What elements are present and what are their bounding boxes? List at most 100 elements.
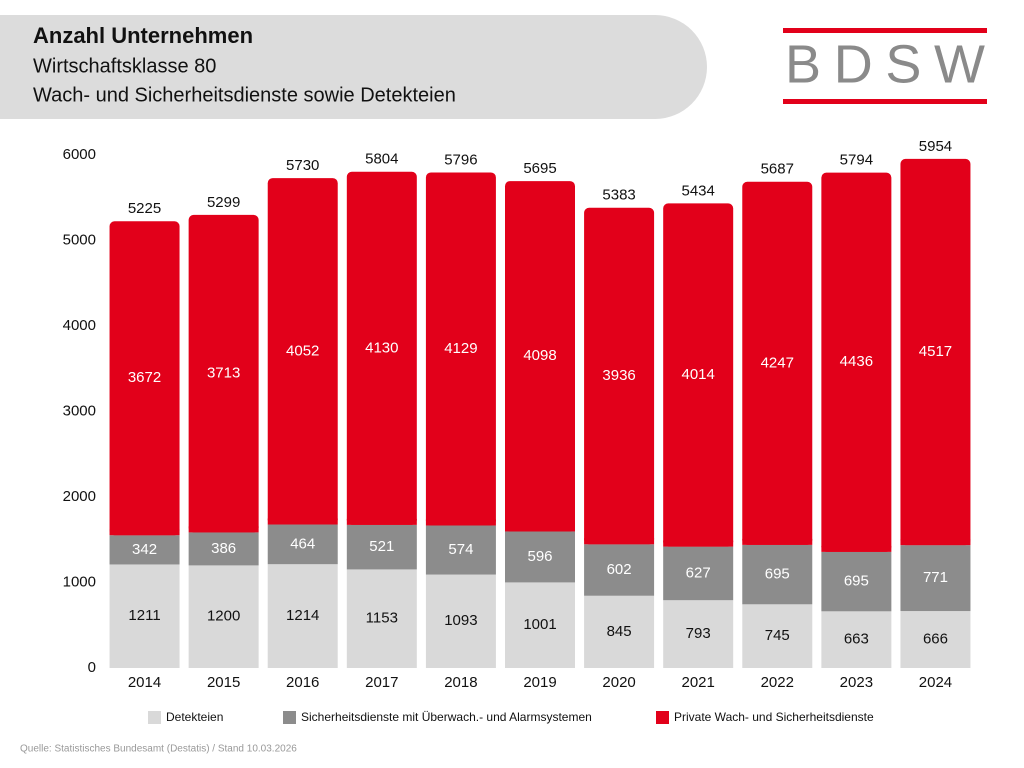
bar-segment xyxy=(505,531,575,583)
total-label: 5687 xyxy=(761,161,794,178)
segment-label: 596 xyxy=(527,548,552,565)
x-tick-label: 2024 xyxy=(919,674,952,691)
bar-segment-corner-fill xyxy=(109,529,180,536)
bar-segment xyxy=(188,565,259,668)
logo-line xyxy=(783,28,987,33)
segment-label: 3713 xyxy=(207,365,240,382)
total-label: 5695 xyxy=(523,160,556,177)
bar-segment xyxy=(663,203,734,547)
bar-segment xyxy=(742,604,813,668)
segment-label: 521 xyxy=(369,538,394,555)
bar-segment xyxy=(900,611,971,668)
segment-label: 464 xyxy=(290,535,315,552)
segment-label: 574 xyxy=(448,541,473,558)
segment-label: 4129 xyxy=(444,340,477,357)
bar-segment-corner-fill xyxy=(742,538,813,545)
total-label: 5796 xyxy=(444,151,477,168)
total-label: 5434 xyxy=(681,182,714,199)
segment-label: 793 xyxy=(686,625,711,642)
segment-label: 1001 xyxy=(523,616,556,633)
bar-segment-corner-fill xyxy=(188,526,259,533)
subtitle: Wach- und Sicherheitsdienste sowie Detek… xyxy=(33,84,456,106)
total-label: 5804 xyxy=(365,151,398,168)
legend-label: Detekteien xyxy=(166,710,223,724)
segment-label: 4436 xyxy=(840,353,873,370)
x-tick-label: 2020 xyxy=(602,674,635,691)
bar-segment-corner-fill xyxy=(584,538,655,545)
subtitle: Wirtschaftsklasse 80 xyxy=(33,55,216,77)
bar-segment xyxy=(584,544,655,596)
bar-segment-corner-fill xyxy=(821,545,892,552)
segment-label: 845 xyxy=(607,623,632,640)
segment-label: 4247 xyxy=(761,354,794,371)
bar-segment-corner-fill xyxy=(425,519,496,526)
bar-segment xyxy=(109,564,180,668)
segment-label: 695 xyxy=(765,566,790,583)
bar-segment xyxy=(663,600,734,668)
total-label: 5794 xyxy=(840,152,873,169)
bar-segment xyxy=(425,525,496,575)
bar-segment xyxy=(821,611,892,668)
bar-segment xyxy=(109,535,180,565)
bar-segment xyxy=(505,181,575,532)
total-label: 5299 xyxy=(207,194,240,211)
x-tick-label: 2021 xyxy=(681,674,714,691)
bar-segment xyxy=(425,574,496,668)
bar-segment xyxy=(584,207,655,545)
total-label: 5383 xyxy=(602,187,635,204)
legend-label: Private Wach- und Sicherheitsdienste xyxy=(674,710,874,724)
bar-segment xyxy=(821,172,892,552)
chart-title: Anzahl Unternehmen xyxy=(33,23,253,48)
x-tick-label: 2014 xyxy=(128,674,161,691)
bar-segment-corner-fill xyxy=(900,539,971,546)
total-label: 5954 xyxy=(919,138,952,155)
segment-label: 602 xyxy=(607,561,632,578)
bar-segment xyxy=(188,532,259,566)
segment-label: 695 xyxy=(844,573,869,590)
bar-segment xyxy=(267,524,338,565)
bar-segment-corner-fill xyxy=(663,540,734,547)
legend-swatch xyxy=(283,711,296,724)
x-tick-label: 2015 xyxy=(207,674,240,691)
bar-segment-corner-fill xyxy=(267,518,338,525)
bar-segment xyxy=(663,546,734,601)
y-tick-label: 6000 xyxy=(63,146,96,163)
segment-label: 3936 xyxy=(602,367,635,384)
segment-label: 771 xyxy=(923,569,948,586)
y-tick-label: 4000 xyxy=(63,317,96,334)
segment-label: 1200 xyxy=(207,608,240,625)
segment-label: 1211 xyxy=(128,607,160,624)
segment-label: 663 xyxy=(844,631,869,648)
x-tick-label: 2023 xyxy=(840,674,873,691)
logo: BDSW xyxy=(785,34,985,94)
bar-segment xyxy=(505,582,575,668)
segment-label: 1214 xyxy=(286,607,319,624)
segment-label: 745 xyxy=(765,627,790,644)
bar-segment xyxy=(188,214,259,533)
x-tick-label: 2022 xyxy=(761,674,794,691)
segment-label: 4014 xyxy=(681,366,714,383)
bar-segment xyxy=(425,172,496,526)
x-tick-label: 2016 xyxy=(286,674,319,691)
x-tick-label: 2018 xyxy=(444,674,477,691)
segment-label: 386 xyxy=(211,540,236,557)
segment-label: 627 xyxy=(686,564,711,581)
segment-label: 4517 xyxy=(919,343,952,360)
segment-label: 4130 xyxy=(365,339,398,356)
segment-label: 1093 xyxy=(444,612,477,629)
bar-segment xyxy=(267,564,338,668)
bar-segment xyxy=(821,551,892,612)
segment-label: 4098 xyxy=(523,347,556,364)
bar-segment xyxy=(346,569,417,668)
bar-segment xyxy=(584,595,655,668)
bar-segment-corner-fill xyxy=(346,518,417,525)
bar-segment xyxy=(346,524,417,570)
y-tick-label: 2000 xyxy=(63,488,96,505)
y-tick-label: 0 xyxy=(88,659,96,676)
legend-swatch xyxy=(656,711,669,724)
source: Quelle: Statistisches Bundesamt (Destati… xyxy=(20,744,297,755)
x-tick-label: 2017 xyxy=(365,674,398,691)
bar-segment xyxy=(900,545,971,612)
y-tick-label: 3000 xyxy=(63,402,96,419)
